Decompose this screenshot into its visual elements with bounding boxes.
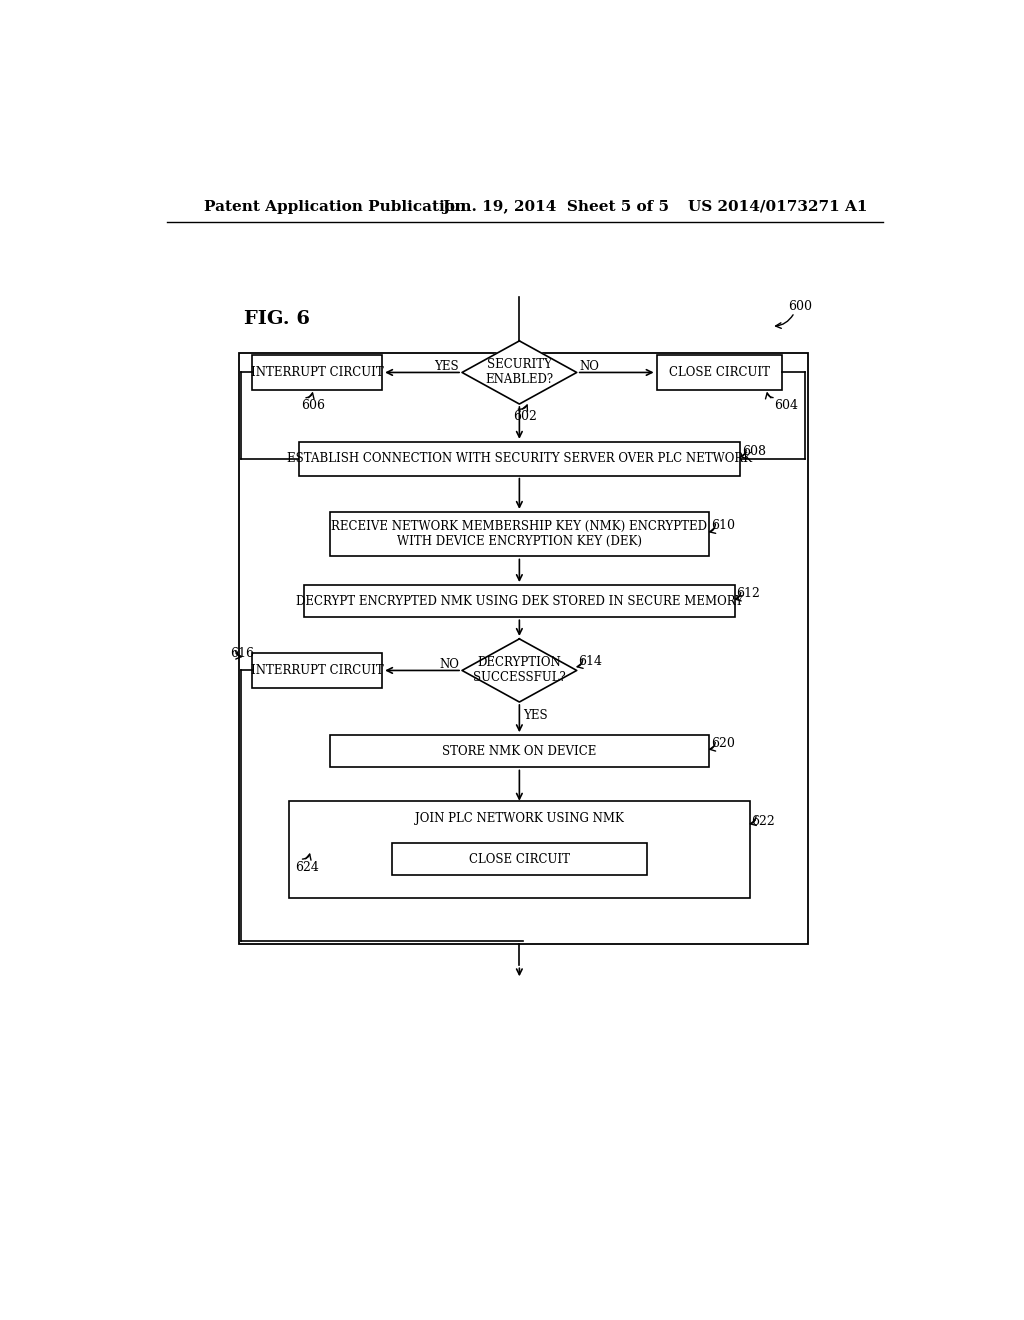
Text: CLOSE CIRCUIT: CLOSE CIRCUIT [669, 366, 770, 379]
Text: 620: 620 [711, 738, 734, 751]
Bar [656, 355, 782, 391]
Text: DECRYPT ENCRYPTED NMK USING DEK STORED IN SECURE MEMORY: DECRYPT ENCRYPTED NMK USING DEK STORED I… [296, 594, 743, 607]
FancyArrowPatch shape [302, 854, 311, 861]
Text: INTERRUPT CIRCUIT: INTERRUPT CIRCUIT [251, 664, 383, 677]
Text: CLOSE CIRCUIT: CLOSE CIRCUIT [469, 853, 570, 866]
Polygon shape [462, 341, 577, 404]
Bar [252, 355, 382, 391]
Text: INTERRUPT CIRCUIT: INTERRUPT CIRCUIT [251, 366, 383, 379]
Text: 600: 600 [788, 300, 812, 313]
Text: NO: NO [439, 657, 459, 671]
FancyArrowPatch shape [710, 524, 716, 533]
Text: DECRYPTION
SUCCESSFUL?: DECRYPTION SUCCESSFUL? [473, 656, 565, 685]
Text: 616: 616 [230, 647, 254, 660]
Text: US 2014/0173271 A1: US 2014/0173271 A1 [687, 199, 867, 214]
Text: STORE NMK ON DEVICE: STORE NMK ON DEVICE [442, 744, 597, 758]
Bar [330, 735, 710, 767]
Text: 624: 624 [295, 861, 318, 874]
Bar [299, 442, 740, 475]
FancyArrowPatch shape [236, 651, 242, 659]
Bar [239, 354, 808, 944]
Bar [330, 512, 710, 557]
FancyArrowPatch shape [306, 393, 314, 399]
Text: 604: 604 [774, 400, 799, 412]
Polygon shape [462, 639, 577, 702]
Text: YES: YES [434, 360, 459, 372]
FancyArrowPatch shape [775, 314, 794, 329]
Text: SECURITY
ENABLED?: SECURITY ENABLED? [485, 359, 553, 387]
FancyArrowPatch shape [710, 743, 716, 751]
FancyArrowPatch shape [578, 660, 583, 668]
Text: Patent Application Publication: Patent Application Publication [204, 199, 466, 214]
Text: NO: NO [580, 360, 600, 372]
Bar [391, 843, 647, 875]
Text: ESTABLISH CONNECTION WITH SECURITY SERVER OVER PLC NETWORK: ESTABLISH CONNECTION WITH SECURITY SERVE… [287, 453, 752, 465]
Text: JOIN PLC NETWORK USING NMK: JOIN PLC NETWORK USING NMK [415, 812, 624, 825]
Text: 602: 602 [513, 411, 537, 424]
Text: Jun. 19, 2014  Sheet 5 of 5: Jun. 19, 2014 Sheet 5 of 5 [442, 199, 669, 214]
FancyArrowPatch shape [740, 450, 746, 458]
Text: 614: 614 [579, 655, 602, 668]
Bar [304, 585, 735, 618]
Text: FIG. 6: FIG. 6 [245, 310, 310, 327]
Text: RECEIVE NETWORK MEMBERSHIP KEY (NMK) ENCRYPTED
WITH DEVICE ENCRYPTION KEY (DEK): RECEIVE NETWORK MEMBERSHIP KEY (NMK) ENC… [332, 520, 708, 548]
FancyArrowPatch shape [735, 593, 741, 601]
FancyArrowPatch shape [751, 817, 757, 825]
Text: 610: 610 [711, 519, 735, 532]
Text: YES: YES [523, 709, 548, 722]
Bar [289, 801, 750, 898]
Text: 612: 612 [736, 587, 760, 601]
Text: 606: 606 [302, 400, 326, 412]
FancyArrowPatch shape [766, 393, 773, 399]
Text: 622: 622 [752, 816, 775, 828]
FancyArrowPatch shape [518, 405, 527, 412]
Text: 608: 608 [741, 445, 766, 458]
Bar [252, 653, 382, 688]
